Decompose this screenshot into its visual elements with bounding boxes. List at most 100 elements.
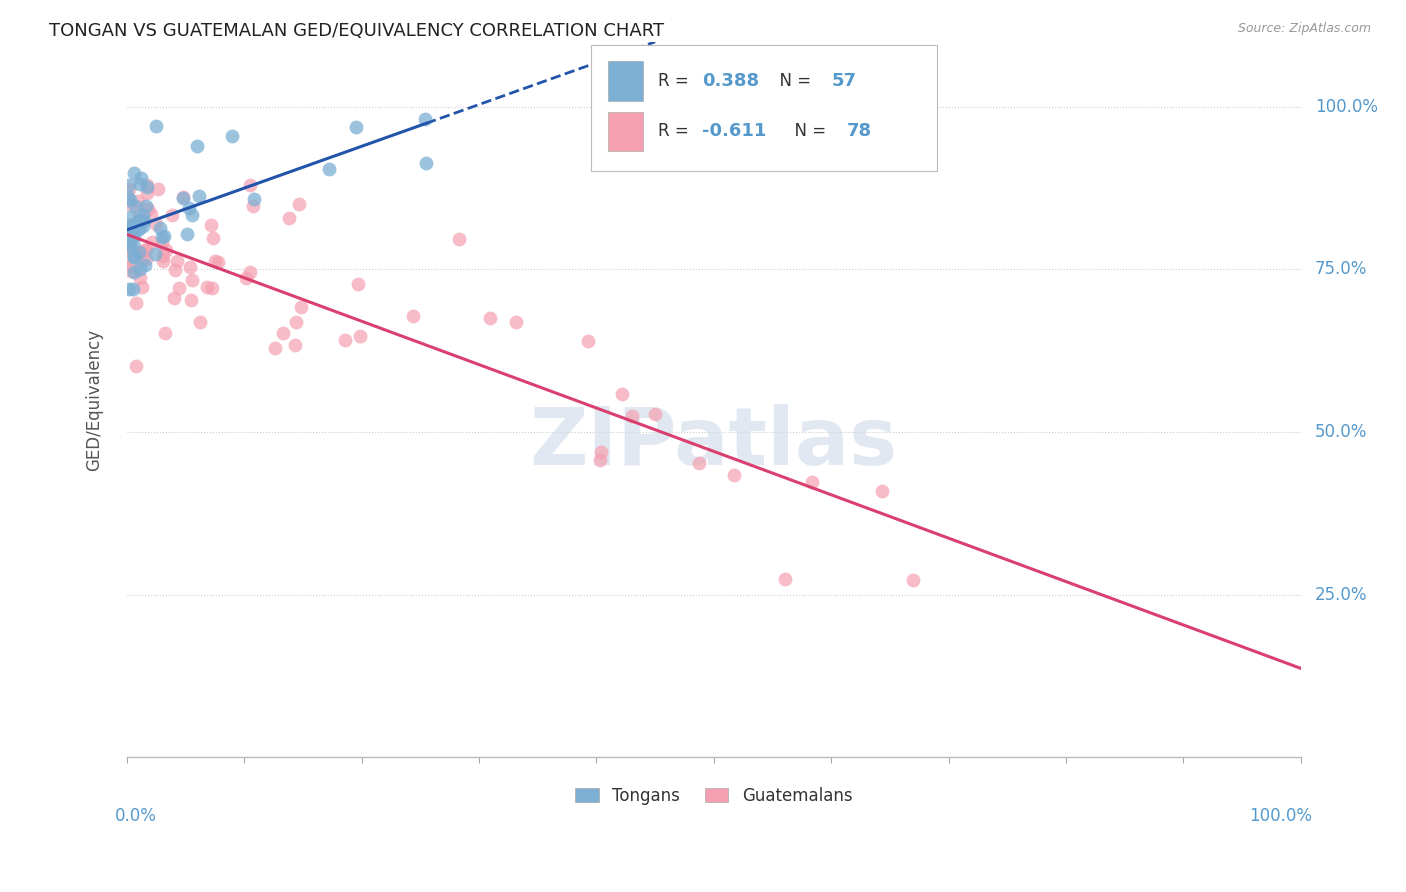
Point xyxy=(121,243,143,257)
Point xyxy=(128,207,150,221)
Point xyxy=(284,315,307,329)
Point xyxy=(120,218,142,232)
Point xyxy=(122,282,145,296)
Point xyxy=(117,236,139,251)
Point xyxy=(117,227,139,241)
Text: 25.0%: 25.0% xyxy=(1315,586,1368,604)
Point xyxy=(610,386,633,401)
Point xyxy=(127,221,149,235)
Point xyxy=(278,211,301,225)
Bar xyxy=(609,112,644,151)
Point xyxy=(188,315,211,329)
Point xyxy=(290,300,312,314)
Point xyxy=(271,326,294,341)
Point xyxy=(120,218,142,232)
Point xyxy=(135,186,157,200)
Point xyxy=(153,326,176,340)
Point xyxy=(152,229,174,244)
Point xyxy=(150,229,173,244)
Point xyxy=(120,210,142,224)
Point xyxy=(128,271,150,285)
Point xyxy=(195,280,218,294)
Text: R =: R = xyxy=(658,72,693,90)
Point xyxy=(449,232,471,246)
Point xyxy=(118,233,141,247)
Point xyxy=(146,182,169,196)
Point xyxy=(129,245,152,260)
Point xyxy=(186,139,208,153)
Point xyxy=(402,310,425,324)
Point xyxy=(145,217,167,231)
Point xyxy=(479,311,502,326)
Point xyxy=(141,235,163,250)
Point xyxy=(118,178,141,193)
Point xyxy=(349,328,371,343)
Point xyxy=(163,291,186,305)
Bar xyxy=(609,62,644,101)
Point xyxy=(415,156,437,170)
Point xyxy=(117,189,139,203)
Point xyxy=(181,208,204,222)
Point xyxy=(284,338,307,352)
Point xyxy=(177,201,200,215)
Text: 75.0%: 75.0% xyxy=(1315,260,1367,278)
Point xyxy=(723,467,745,482)
Point xyxy=(160,208,183,222)
Point xyxy=(117,226,139,240)
Text: -0.611: -0.611 xyxy=(702,122,766,140)
Point xyxy=(588,453,610,467)
Point xyxy=(172,190,194,204)
Text: 0.0%: 0.0% xyxy=(115,807,157,825)
Point xyxy=(150,236,173,251)
Point xyxy=(620,409,643,424)
Point xyxy=(172,191,194,205)
Point xyxy=(117,224,139,238)
Point xyxy=(127,194,149,208)
Point xyxy=(149,221,172,235)
Point xyxy=(118,194,141,208)
Point xyxy=(775,572,797,586)
Point xyxy=(122,166,145,180)
Point xyxy=(132,219,155,233)
Point xyxy=(204,253,226,268)
Y-axis label: GED/Equivalency: GED/Equivalency xyxy=(86,328,103,471)
Point xyxy=(122,227,145,241)
Point xyxy=(145,120,167,134)
Point xyxy=(121,219,143,233)
Point xyxy=(167,281,190,295)
Point xyxy=(239,265,262,279)
Text: ZIPatlas: ZIPatlas xyxy=(530,403,898,482)
Point xyxy=(176,227,198,241)
Text: 78: 78 xyxy=(846,122,872,140)
Point xyxy=(143,247,166,261)
Point xyxy=(132,243,155,257)
Point xyxy=(118,282,141,296)
Point xyxy=(201,281,224,295)
Point xyxy=(124,359,146,373)
Text: 50.0%: 50.0% xyxy=(1315,423,1367,442)
Point xyxy=(118,226,141,240)
Point xyxy=(576,334,599,348)
Point xyxy=(134,258,156,272)
Point xyxy=(264,342,287,356)
Text: 100.0%: 100.0% xyxy=(1315,98,1378,116)
Text: N =: N = xyxy=(769,72,817,90)
Point xyxy=(243,192,266,206)
Point xyxy=(135,244,157,258)
Point xyxy=(318,161,340,176)
Point xyxy=(135,252,157,266)
Point xyxy=(152,249,174,263)
Point xyxy=(122,265,145,279)
Point xyxy=(120,240,142,254)
FancyBboxPatch shape xyxy=(591,45,936,170)
Point xyxy=(155,243,177,257)
Point xyxy=(129,262,152,277)
Point xyxy=(179,260,201,275)
Point xyxy=(122,227,145,242)
Text: Source: ZipAtlas.com: Source: ZipAtlas.com xyxy=(1237,22,1371,36)
Text: 100.0%: 100.0% xyxy=(1250,807,1313,825)
Point xyxy=(903,573,925,587)
Point xyxy=(166,253,188,268)
Point xyxy=(333,333,356,347)
Point xyxy=(121,236,143,251)
